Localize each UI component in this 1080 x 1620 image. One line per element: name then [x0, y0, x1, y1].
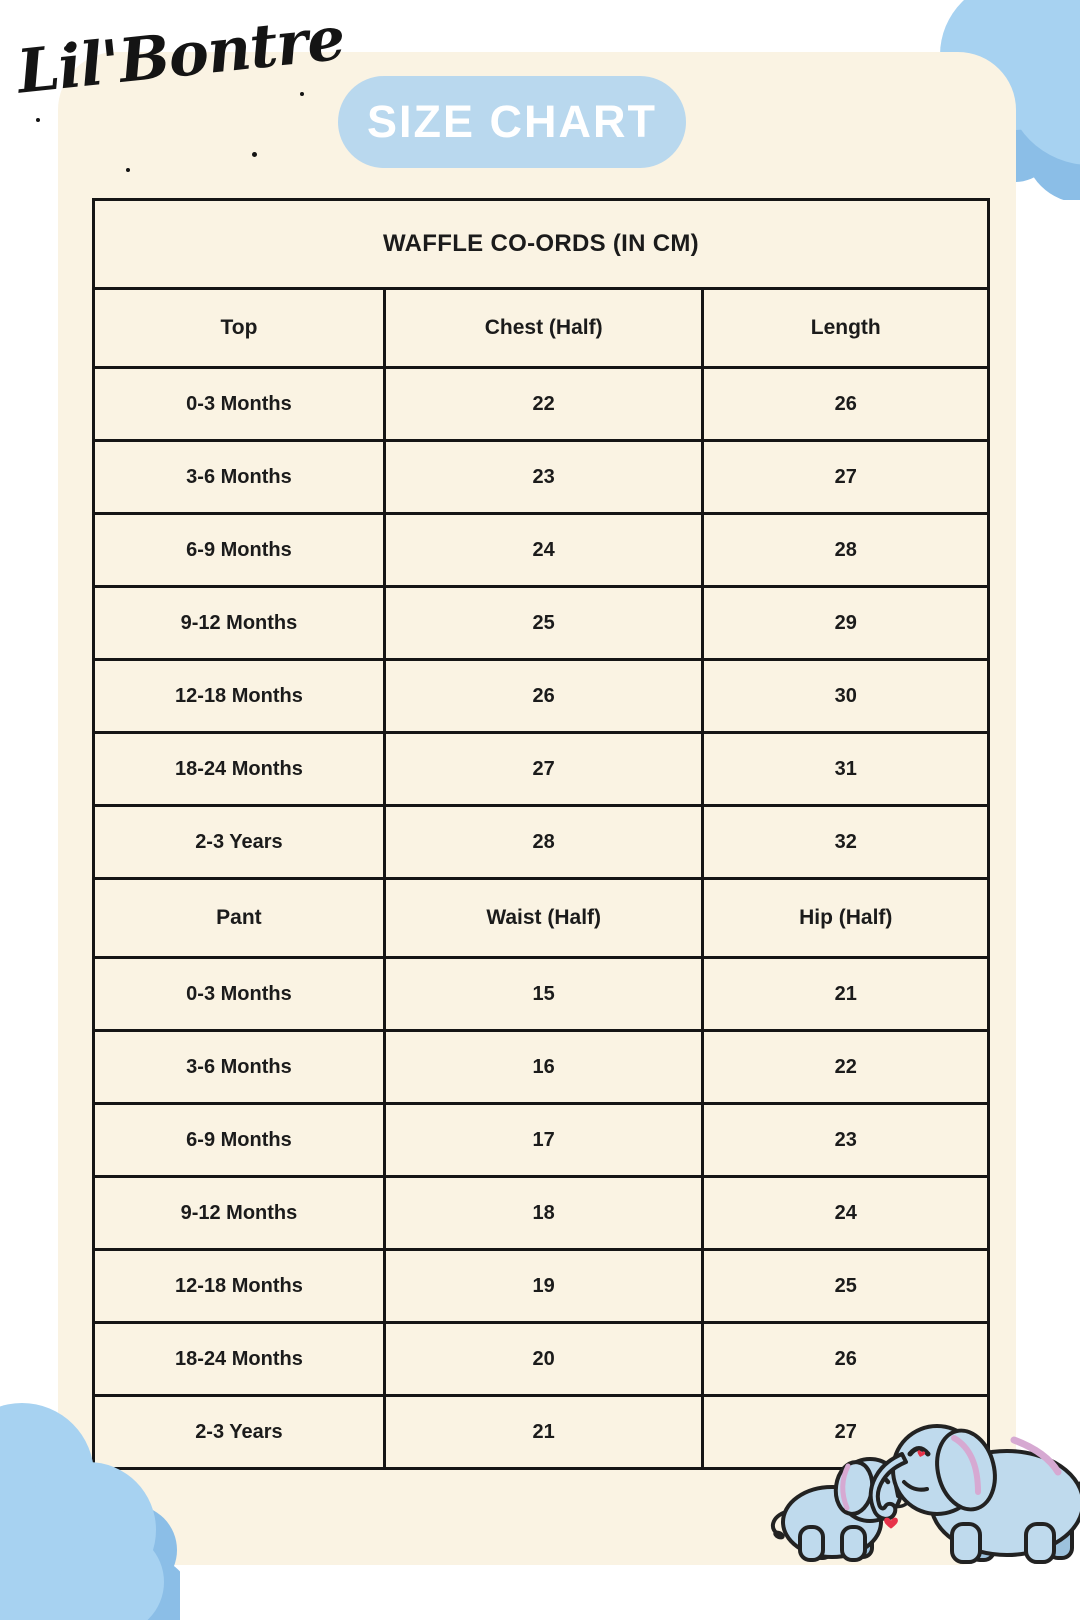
size-row-label: 6-9 Months	[92, 512, 386, 588]
column-header-waist: Waist (Half)	[382, 877, 705, 959]
ink-dot	[252, 152, 257, 157]
table-title: WAFFLE CO-ORDS (IN CM)	[92, 198, 990, 290]
size-chart-badge-label: SIZE CHART	[367, 96, 657, 147]
size-value: 23	[382, 439, 705, 515]
size-value: 23	[701, 1102, 990, 1178]
column-header-chest: Chest (Half)	[382, 287, 705, 369]
table-row: 18-24 Months 27 31	[92, 731, 990, 807]
mama-elephant	[868, 1424, 1080, 1564]
size-value: 18	[382, 1175, 705, 1251]
size-row-label: 2-3 Years	[92, 804, 386, 880]
size-value: 19	[382, 1248, 705, 1324]
top-section-header-row: Top Chest (Half) Length	[92, 287, 990, 369]
ink-dot	[126, 168, 130, 172]
size-value: 32	[701, 804, 990, 880]
column-header-top: Top	[92, 287, 386, 369]
table-row: 18-24 Months 20 26	[92, 1321, 990, 1397]
table-row: 12-18 Months 26 30	[92, 658, 990, 734]
size-chart-badge: SIZE CHART	[338, 76, 686, 168]
size-value: 20	[382, 1321, 705, 1397]
table-row: 9-12 Months 18 24	[92, 1175, 990, 1251]
pant-section-header-row: Pant Waist (Half) Hip (Half)	[92, 877, 990, 959]
table-row: 0-3 Months 22 26	[92, 366, 990, 442]
size-value: 22	[701, 1029, 990, 1105]
cloud-bottom-left-illustration	[0, 1403, 180, 1620]
table-row: 2-3 Years 28 32	[92, 804, 990, 880]
size-row-label: 3-6 Months	[92, 439, 386, 515]
size-row-label: 3-6 Months	[92, 1029, 386, 1105]
size-value: 24	[382, 512, 705, 588]
size-row-label: 0-3 Months	[92, 956, 386, 1032]
column-header-pant: Pant	[92, 877, 386, 959]
table-title-row: WAFFLE CO-ORDS (IN CM)	[92, 198, 990, 290]
table-row: 12-18 Months 19 25	[92, 1248, 990, 1324]
size-value: 24	[701, 1175, 990, 1251]
size-value: 26	[701, 366, 990, 442]
ink-dot	[64, 46, 69, 51]
column-header-hip: Hip (Half)	[701, 877, 990, 959]
size-row-label: 2-3 Years	[92, 1394, 386, 1470]
size-row-label: 18-24 Months	[92, 731, 386, 807]
table-row: 6-9 Months 24 28	[92, 512, 990, 588]
size-value: 16	[382, 1029, 705, 1105]
ink-dot	[300, 92, 304, 96]
size-value: 25	[701, 1248, 990, 1324]
size-value: 22	[382, 366, 705, 442]
size-value: 25	[382, 585, 705, 661]
ink-dot	[36, 118, 40, 122]
elephants-outlined-group	[770, 1424, 1080, 1564]
size-value: 21	[382, 1394, 705, 1470]
size-value: 26	[382, 658, 705, 734]
size-value: 28	[382, 804, 705, 880]
mother-and-baby-elephant-illustration	[770, 1424, 1080, 1564]
size-value: 31	[701, 731, 990, 807]
size-value: 29	[701, 585, 990, 661]
size-row-label: 6-9 Months	[92, 1102, 386, 1178]
column-header-length: Length	[701, 287, 990, 369]
size-row-label: 12-18 Months	[92, 1248, 386, 1324]
size-row-label: 12-18 Months	[92, 658, 386, 734]
table-row: 9-12 Months 25 29	[92, 585, 990, 661]
size-value: 15	[382, 956, 705, 1032]
size-row-label: 9-12 Months	[92, 585, 386, 661]
size-row-label: 9-12 Months	[92, 1175, 386, 1251]
cloud-light-puffs	[0, 1403, 164, 1620]
table-row: 3-6 Months 23 27	[92, 439, 990, 515]
table-row: 3-6 Months 16 22	[92, 1029, 990, 1105]
size-table: WAFFLE CO-ORDS (IN CM) Top Chest (Half) …	[92, 198, 990, 1470]
size-value: 30	[701, 658, 990, 734]
table-row: 0-3 Months 15 21	[92, 956, 990, 1032]
size-value: 28	[701, 512, 990, 588]
size-value: 26	[701, 1321, 990, 1397]
size-value: 21	[701, 956, 990, 1032]
size-value: 27	[382, 731, 705, 807]
heart-icon	[884, 1450, 926, 1529]
size-value: 27	[701, 439, 990, 515]
table-row: 6-9 Months 17 23	[92, 1102, 990, 1178]
size-row-label: 18-24 Months	[92, 1321, 386, 1397]
size-row-label: 0-3 Months	[92, 366, 386, 442]
size-value: 17	[382, 1102, 705, 1178]
